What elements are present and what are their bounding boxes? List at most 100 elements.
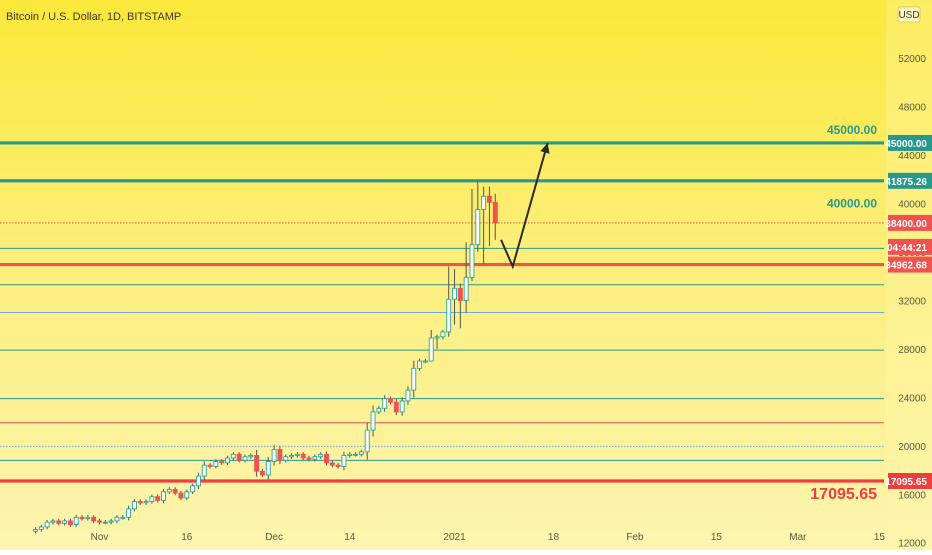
time-tick-label: 15 [711,532,723,543]
candle-body [38,526,44,530]
price-tick-label: 48000 [898,103,926,114]
candle-body [102,521,108,524]
currency-button[interactable]: USD [897,6,921,23]
time-tick-label: 15 [874,532,886,543]
candle-body [446,298,452,333]
candle-body [79,516,85,519]
price-label-text: 38400.00 [885,219,927,230]
candle-body [143,501,149,504]
candle-body [91,516,97,522]
candle-body [120,516,126,519]
candle-body [353,453,359,456]
candle-body [370,411,376,431]
time-tick-label: Nov [91,532,109,543]
candle-body [382,398,388,409]
candle-body [85,516,91,519]
candle-body [440,331,446,338]
candle-body [108,520,114,523]
candle-body [393,401,399,413]
currency-label: USD [898,10,919,21]
price-tick-label: 16000 [898,490,926,501]
price-label-text: 34962.68 [885,261,927,272]
candle-body [207,464,213,467]
price-tick-label: 20000 [898,442,926,453]
candle-body [184,491,190,499]
candle-body [364,429,370,453]
time-tick-label: 2021 [443,532,466,543]
price-annotation: 40000.00 [827,197,877,211]
price-axis[interactable]: 1200016000200002400028000320003600040000… [885,0,932,550]
time-tick-label: 16 [181,532,193,543]
candle-body [457,287,463,301]
candle-body [469,244,475,278]
candle-body [50,520,56,523]
candle-body [172,488,178,494]
candle-body [329,462,335,466]
candle-body [213,461,219,467]
candle-body [195,475,201,487]
price-label-text: 45000.00 [885,139,927,150]
candle-body [230,453,236,459]
price-tick-label: 40000 [898,200,926,211]
candle-body [178,492,184,499]
candle-body [358,451,364,455]
candle-body [376,407,382,413]
price-annotation: 45000.00 [827,123,877,137]
candle-body [452,287,457,300]
price-label-text: 17095.65 [885,477,927,488]
candle-body [347,453,353,456]
projection-arrow[interactable] [500,142,549,270]
time-tick-label: 14 [344,532,356,543]
candle-body [463,276,469,301]
candle-body [260,470,265,476]
price-tick-label: 28000 [898,345,926,356]
candle-body [289,455,295,458]
candle-body [137,501,143,504]
price-label-tag [888,472,932,489]
candle-body [56,520,62,524]
candle-body [475,209,481,246]
time-axis[interactable]: Nov 16 Dec 14 2021 18 Feb 15 Mar 15 [91,532,886,543]
candle-body [318,453,324,458]
candle-body [236,453,242,461]
candle-body [324,453,329,464]
candle-body [492,201,498,224]
candle-body [242,456,248,461]
countdown-tag [888,238,932,255]
candle-body [97,520,102,523]
candle-body [190,485,196,493]
candle-body [73,516,79,526]
price-label-tag [888,214,932,231]
candle-body [155,496,161,501]
price-tick-label: 12000 [898,539,926,550]
price-annotation: 17095.65 [810,486,877,503]
time-tick-label: Dec [265,532,283,543]
time-tick-label: Feb [626,532,644,543]
candle-body [62,520,68,524]
candle-body [434,336,440,339]
horizontal-levels-layer [0,141,884,483]
candle-body [114,516,120,522]
candle-body [33,528,38,532]
chart-title: Bitcoin / U.S. Dollar, 1D, BITSTAMP [6,11,181,23]
annotation-layer: 45000.00 40000.00 17095.65 [810,123,877,503]
price-label-text: 41875.26 [885,177,927,188]
candle-body [486,195,492,203]
candle-body [201,464,207,477]
countdown-timer: 04:44:21 [887,243,927,254]
candle-body [312,456,318,460]
price-tick-label: 52000 [898,54,926,65]
candle-body [161,491,166,501]
arrow-head[interactable] [540,142,550,154]
candle-body [265,461,271,476]
price-tick-label: 24000 [898,393,926,404]
price-axis-bg[interactable] [886,0,932,550]
candle-body [388,398,393,403]
candle-body [67,520,73,526]
candles-layer [33,180,498,534]
candle-body [283,456,289,461]
projection-arrow-layer[interactable] [500,142,550,270]
candle-body [341,455,347,467]
